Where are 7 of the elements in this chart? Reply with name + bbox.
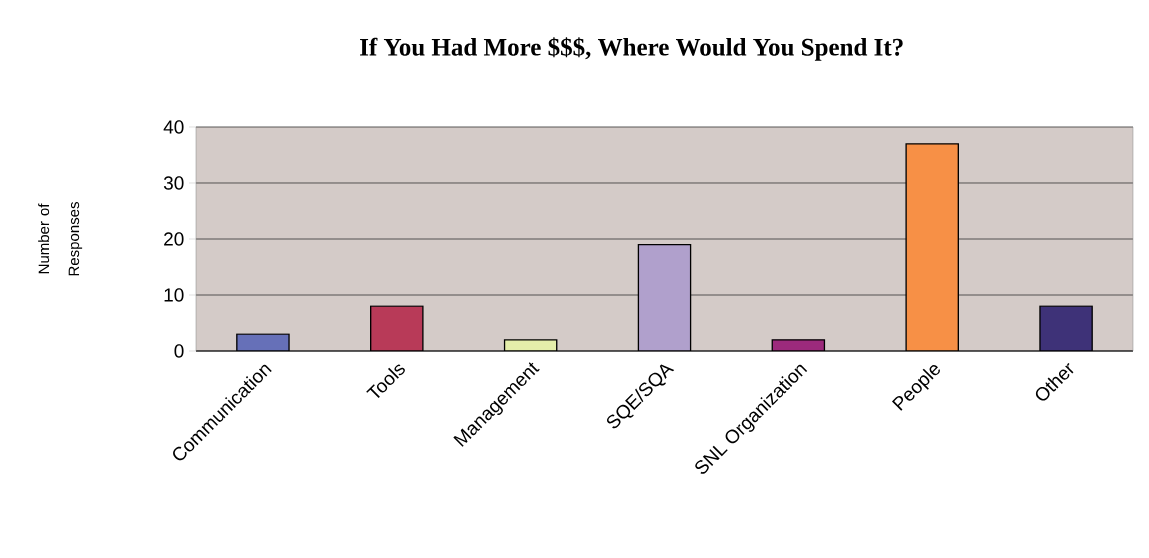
chart-title: If You Had More $$$, Where Would You Spend It?	[360, 37, 903, 61]
y-tick-label: 10	[164, 288, 184, 302]
text: Number of Responses	[38, 202, 83, 276]
y-tick-label: 0	[174, 344, 184, 358]
y-tick-label: 40	[163, 120, 184, 134]
y-tick-label: 20	[164, 232, 184, 246]
y-tick-label: 30	[163, 176, 184, 190]
